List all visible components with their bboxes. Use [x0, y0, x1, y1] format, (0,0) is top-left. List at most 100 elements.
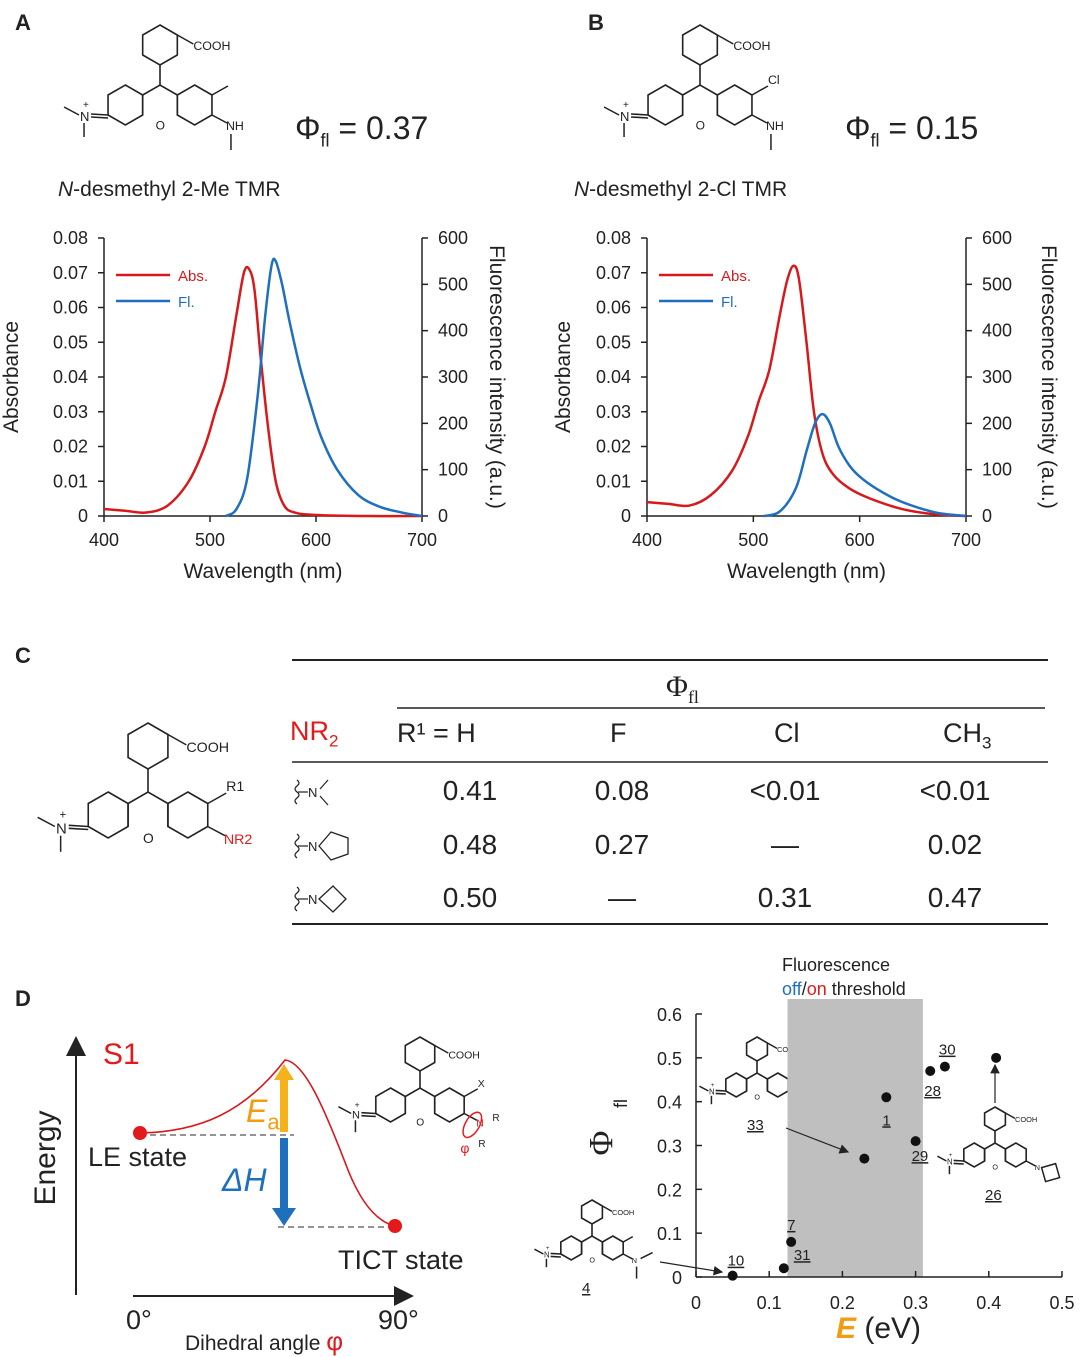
x-tick-label: 400: [632, 530, 662, 550]
scatter-x-label: E (eV): [836, 1312, 921, 1346]
mol-26-ring-right: [1004, 1142, 1027, 1168]
table-cell: 0.48: [442, 829, 498, 860]
table-column-header: CH3: [943, 718, 992, 753]
activation-energy-arrow: [274, 1064, 294, 1132]
compound-name-b: N-desmethyl 2-Cl TMR: [574, 178, 787, 202]
scatter-y-tick-label: 0.2: [657, 1180, 682, 1200]
mol-b-cooh: COOH: [733, 39, 770, 53]
mol-b-phenyl-ring: [681, 24, 719, 66]
data-point-1: [881, 1092, 892, 1103]
tict-state-point: [388, 1219, 402, 1233]
mol-d-methyl: [338, 1106, 352, 1115]
data-point-7: [786, 1236, 797, 1247]
mol-26-bond: [1025, 1160, 1036, 1167]
y-tick-label: 0.05: [596, 332, 631, 352]
mol-d-cooh: COOH: [448, 1049, 480, 1061]
scatter-x-tick-label: 0.4: [976, 1293, 1001, 1313]
y-tick-label: 0.02: [53, 437, 88, 457]
mol-a-ring-right: [176, 84, 213, 126]
data-point-28: [925, 1065, 936, 1076]
le-state-point: [133, 1126, 147, 1140]
y2-tick-label: 200: [438, 413, 468, 433]
mol-d-x-sub: X: [478, 1078, 485, 1090]
panel-label-c: C: [15, 643, 31, 668]
mol-33-n-left: N: [709, 1088, 715, 1097]
mol-d-bond: [463, 1088, 479, 1098]
point-label: 1: [882, 1112, 890, 1129]
x-tick-90: 90°: [378, 1305, 419, 1335]
mol-b-x-sub: Cl: [768, 73, 780, 87]
mol-c-plus: +: [59, 809, 66, 821]
mol-c-phenyl-ring: [127, 722, 169, 770]
scatter-y-tick-label: 0.6: [657, 1005, 682, 1025]
mol-a-cooh: COOH: [193, 39, 230, 53]
mol-a-bond: [176, 34, 194, 45]
table-cell: 0.02: [927, 829, 983, 860]
mol-26-double-bond: [953, 1162, 964, 1165]
mol-d-plus: +: [355, 1100, 360, 1110]
legend-label: Abs.: [178, 268, 208, 285]
mol-c-double-bond: [68, 824, 89, 828]
legend-label: Fl.: [178, 294, 195, 311]
y2-axis-label: Fluorescence intensity (a.u.): [1037, 245, 1060, 509]
x-tick-label: 600: [301, 530, 331, 550]
mol-d-r: R: [492, 1113, 499, 1124]
series-line-abs: [646, 264, 967, 518]
mol-4-ring-right: [601, 1235, 624, 1261]
mol-26-cooh: COOH: [1015, 1115, 1037, 1124]
y2-tick-label: 500: [982, 274, 1012, 294]
y2-tick-label: 600: [982, 228, 1012, 248]
y-tick-label: 0.06: [53, 298, 88, 318]
mol-b-bond: [751, 114, 768, 124]
on-text: on: [806, 979, 827, 999]
mol-b-oxygen: O: [696, 118, 705, 132]
scatter-x-tick-label: 0.2: [830, 1293, 855, 1313]
x-tick-0: 0°: [126, 1305, 152, 1335]
mol-4-label: 4: [582, 1280, 590, 1297]
mol-4-bond: [622, 1253, 633, 1260]
ea-text: E: [246, 1093, 268, 1129]
mol-33-ring-middle: [745, 1072, 769, 1091]
phi-sub: fl: [870, 130, 880, 151]
name-rest: -desmethyl 2-Cl TMR: [589, 178, 788, 201]
mol-4-methyl: [640, 1251, 653, 1260]
y-tick-label: 0.03: [53, 402, 88, 422]
mol-33-methyl: [699, 1085, 709, 1092]
scatter-y-tick-label: 0.1: [657, 1224, 682, 1244]
data-point-29: [910, 1136, 921, 1147]
mol-a-n-right: NH: [226, 119, 244, 133]
mol-26-phenyl-ring: [983, 1106, 1007, 1132]
x-axis-label: Wavelength (nm): [183, 560, 342, 583]
mol-b-double-bond: [630, 113, 649, 116]
mol-4-phenyl-ring: [580, 1199, 604, 1225]
phi-symbol: Φ: [845, 110, 871, 146]
mol-c-ring-left: [87, 791, 129, 839]
point-label: 28: [924, 1083, 941, 1100]
table-cell: —: [608, 882, 636, 913]
mol-c-methyl: [37, 816, 56, 828]
mol-4-oxygen: O: [589, 1256, 595, 1265]
table-cell: 0.50: [442, 882, 498, 913]
y2-tick-label: 600: [438, 228, 468, 248]
data-point-26: [991, 1052, 1002, 1063]
nr2-text: NR: [290, 716, 329, 746]
x-label-e: E: [836, 1312, 857, 1345]
mol-b-plus: +: [623, 100, 629, 111]
mol-4-double-bond: [550, 1255, 561, 1258]
panel-label-b: B: [588, 10, 604, 35]
mol-b-n-right: NH: [766, 119, 784, 133]
energy-axis-label: Energy: [29, 1110, 62, 1205]
mol-d-phenyl-ring: [404, 1036, 436, 1072]
mol-a-double-bond: [90, 113, 109, 116]
y2-tick-label: 500: [438, 274, 468, 294]
x-tick-label: 700: [407, 530, 437, 550]
mol-a-phenyl-ring: [141, 24, 179, 66]
mol-4-n-right: N: [632, 1256, 637, 1265]
x-tick-label: 400: [89, 530, 119, 550]
mol-b-ring-middle: [681, 84, 719, 115]
table-phi-header: Φfl: [666, 670, 699, 708]
dihedral-text: Dihedral angle: [185, 1332, 327, 1355]
mol-b-bond: [751, 85, 769, 96]
phi-value: = 0.37: [338, 110, 429, 146]
